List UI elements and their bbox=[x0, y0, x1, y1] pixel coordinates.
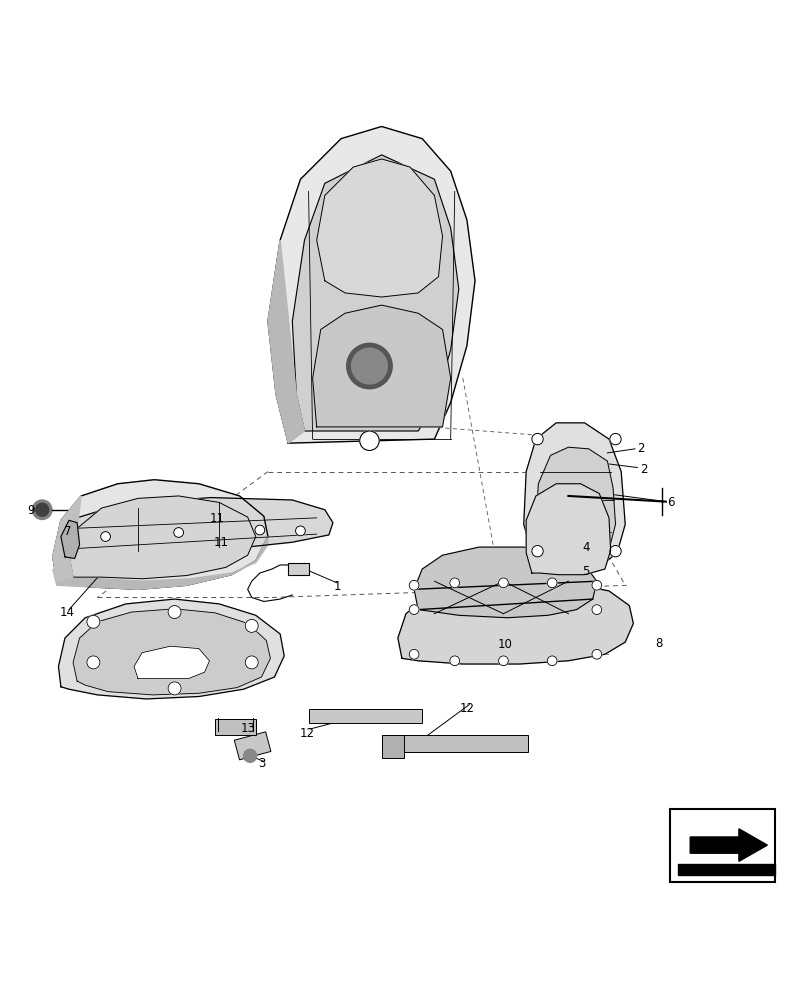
Polygon shape bbox=[526, 484, 610, 575]
Circle shape bbox=[243, 749, 256, 762]
Text: 14: 14 bbox=[60, 606, 75, 619]
Polygon shape bbox=[397, 581, 633, 664]
Circle shape bbox=[409, 605, 418, 614]
Circle shape bbox=[295, 526, 305, 536]
Circle shape bbox=[531, 545, 543, 557]
Polygon shape bbox=[316, 159, 442, 297]
Circle shape bbox=[346, 343, 392, 389]
Polygon shape bbox=[61, 498, 333, 557]
Circle shape bbox=[547, 578, 556, 588]
Bar bbox=[669, 809, 775, 882]
Circle shape bbox=[531, 433, 543, 445]
Circle shape bbox=[409, 649, 418, 659]
Circle shape bbox=[168, 682, 181, 695]
Text: 6: 6 bbox=[666, 496, 674, 509]
Bar bbox=[288, 563, 308, 575]
Circle shape bbox=[101, 532, 110, 541]
Polygon shape bbox=[268, 126, 474, 443]
Circle shape bbox=[174, 528, 183, 537]
Circle shape bbox=[359, 431, 379, 450]
Text: 12: 12 bbox=[299, 727, 314, 740]
Circle shape bbox=[32, 500, 52, 519]
Bar bbox=[381, 735, 527, 752]
Circle shape bbox=[498, 578, 508, 588]
Circle shape bbox=[409, 580, 418, 590]
Circle shape bbox=[245, 619, 258, 632]
Polygon shape bbox=[677, 864, 775, 875]
Polygon shape bbox=[73, 609, 270, 695]
Circle shape bbox=[245, 656, 258, 669]
Circle shape bbox=[255, 525, 264, 535]
Polygon shape bbox=[53, 480, 268, 589]
Polygon shape bbox=[61, 520, 79, 558]
Text: 5: 5 bbox=[581, 565, 590, 578]
Circle shape bbox=[87, 615, 100, 628]
Circle shape bbox=[498, 656, 508, 666]
Polygon shape bbox=[134, 646, 209, 679]
Text: 1: 1 bbox=[333, 580, 341, 593]
Text: 2: 2 bbox=[636, 442, 644, 455]
Bar bbox=[381, 735, 404, 758]
Text: 2: 2 bbox=[639, 463, 647, 476]
Circle shape bbox=[591, 580, 601, 590]
Text: 10: 10 bbox=[497, 638, 512, 651]
Circle shape bbox=[351, 348, 387, 384]
Text: 9: 9 bbox=[27, 504, 35, 517]
Circle shape bbox=[168, 606, 181, 619]
Text: 11: 11 bbox=[210, 512, 225, 525]
Text: 7: 7 bbox=[63, 525, 71, 538]
Circle shape bbox=[609, 545, 620, 557]
Text: 11: 11 bbox=[213, 536, 228, 549]
Bar bbox=[308, 709, 422, 723]
Circle shape bbox=[591, 605, 601, 614]
Polygon shape bbox=[53, 537, 268, 589]
Circle shape bbox=[449, 656, 459, 666]
Polygon shape bbox=[292, 155, 458, 431]
Polygon shape bbox=[312, 305, 450, 427]
Circle shape bbox=[449, 578, 459, 588]
Text: 3: 3 bbox=[257, 757, 265, 770]
Bar bbox=[234, 732, 271, 760]
Circle shape bbox=[609, 433, 620, 445]
Text: 8: 8 bbox=[654, 637, 663, 650]
Polygon shape bbox=[689, 829, 766, 861]
Polygon shape bbox=[414, 547, 596, 618]
Text: 12: 12 bbox=[459, 702, 474, 715]
Bar bbox=[215, 719, 255, 735]
Polygon shape bbox=[69, 496, 255, 579]
Polygon shape bbox=[523, 423, 624, 573]
Circle shape bbox=[87, 656, 100, 669]
Text: 4: 4 bbox=[581, 541, 590, 554]
Text: 13: 13 bbox=[240, 722, 255, 735]
Polygon shape bbox=[268, 240, 304, 443]
Polygon shape bbox=[53, 496, 81, 581]
Circle shape bbox=[547, 656, 556, 666]
Circle shape bbox=[591, 649, 601, 659]
Polygon shape bbox=[58, 599, 284, 699]
Circle shape bbox=[36, 503, 49, 516]
Polygon shape bbox=[535, 447, 615, 565]
